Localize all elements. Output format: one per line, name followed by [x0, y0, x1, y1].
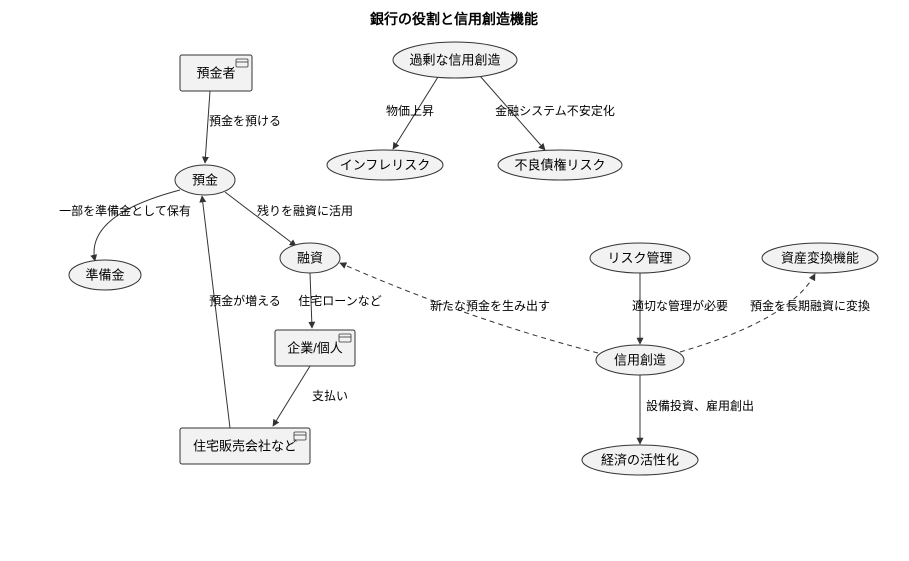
edge-deposit-reserve: 一部を準備金として保有	[59, 190, 191, 261]
edge-excess-npl: 金融システム不安定化	[480, 76, 615, 150]
svg-text:企業/個人: 企業/個人	[287, 340, 343, 355]
node-seller: 住宅販売会社など	[180, 428, 310, 464]
svg-text:準備金: 準備金	[85, 267, 124, 282]
svg-text:設備投資、雇用創出: 設備投資、雇用創出	[646, 398, 754, 413]
svg-text:新たな預金を生み出す: 新たな預金を生み出す	[430, 298, 550, 313]
svg-text:住宅販売会社など: 住宅販売会社など	[193, 438, 297, 453]
node-excess: 過剰な信用創造	[393, 42, 517, 78]
svg-text:預金を預ける: 預金を預ける	[209, 113, 281, 128]
edge-seller-deposit: 預金が増える	[202, 196, 281, 428]
node-deposit: 預金	[175, 165, 235, 195]
edge-depositor-deposit: 預金を預ける	[205, 91, 281, 163]
svg-text:物価上昇: 物価上昇	[386, 104, 434, 118]
diagram-canvas: 銀行の役割と信用創造機能 預金を預ける一部を準備金として保有 残りを融資に活用住宅…	[0, 0, 909, 561]
svg-text:預金: 預金	[192, 172, 218, 187]
node-economy: 経済の活性化	[582, 445, 698, 475]
node-depositor: 預金者	[180, 55, 252, 91]
svg-text:不良債権リスク: 不良債権リスク	[514, 157, 605, 172]
edge-excess-inflation: 物価上昇	[386, 77, 438, 149]
svg-text:融資: 融資	[297, 250, 323, 265]
nodes-layer: 預金者預金準備金 融資企業/個人住宅販売会社など 過剰な信用創造インフレリスク 不良債…	[69, 42, 878, 475]
svg-text:過剰な信用創造: 過剰な信用創造	[409, 52, 500, 67]
svg-text:預金者: 預金者	[196, 65, 235, 80]
edges-layer: 預金を預ける一部を準備金として保有 残りを融資に活用住宅ローンなど支払い 預金が増え…	[59, 76, 870, 444]
svg-text:経済の活性化: 経済の活性化	[601, 452, 679, 467]
svg-text:残りを融資に活用: 残りを融資に活用	[257, 204, 353, 218]
edge-deposit-loan: 残りを融資に活用	[225, 192, 353, 246]
svg-text:リスク管理: リスク管理	[607, 250, 672, 265]
svg-text:預金を長期融資に変換: 預金を長期融資に変換	[750, 298, 870, 313]
node-npl: 不良債権リスク	[498, 150, 622, 180]
node-riskmgmt: リスク管理	[590, 243, 690, 273]
edge-credit-economy: 設備投資、雇用創出	[640, 375, 754, 444]
node-credit: 信用創造	[596, 345, 684, 375]
edge-loan-borrower: 住宅ローンなど	[298, 273, 381, 328]
node-inflation: インフレリスク	[327, 150, 443, 180]
svg-text:金融システム不安定化: 金融システム不安定化	[495, 103, 615, 118]
svg-text:適切な管理が必要: 適切な管理が必要	[632, 298, 728, 313]
node-reserve: 準備金	[69, 260, 141, 290]
svg-text:住宅ローンなど: 住宅ローンなど	[298, 293, 381, 308]
svg-text:一部を準備金として保有: 一部を準備金として保有	[59, 203, 191, 218]
edge-credit-assettrans: 預金を長期融資に変換	[680, 274, 870, 352]
diagram-title: 銀行の役割と信用創造機能	[370, 11, 538, 27]
node-loan: 融資	[280, 243, 340, 273]
svg-text:インフレリスク: インフレリスク	[340, 157, 431, 172]
svg-text:資産変換機能: 資産変換機能	[781, 250, 859, 265]
node-assettrans: 資産変換機能	[762, 243, 878, 273]
edge-borrower-seller: 支払い	[273, 366, 348, 426]
svg-text:預金が増える: 預金が増える	[209, 293, 281, 308]
svg-text:信用創造: 信用創造	[614, 352, 666, 367]
edge-credit-loan: 新たな預金を生み出す	[340, 263, 598, 353]
edge-riskmgmt-credit: 適切な管理が必要	[632, 273, 728, 344]
node-borrower: 企業/個人	[275, 330, 355, 366]
svg-text:支払い: 支払い	[312, 389, 348, 403]
